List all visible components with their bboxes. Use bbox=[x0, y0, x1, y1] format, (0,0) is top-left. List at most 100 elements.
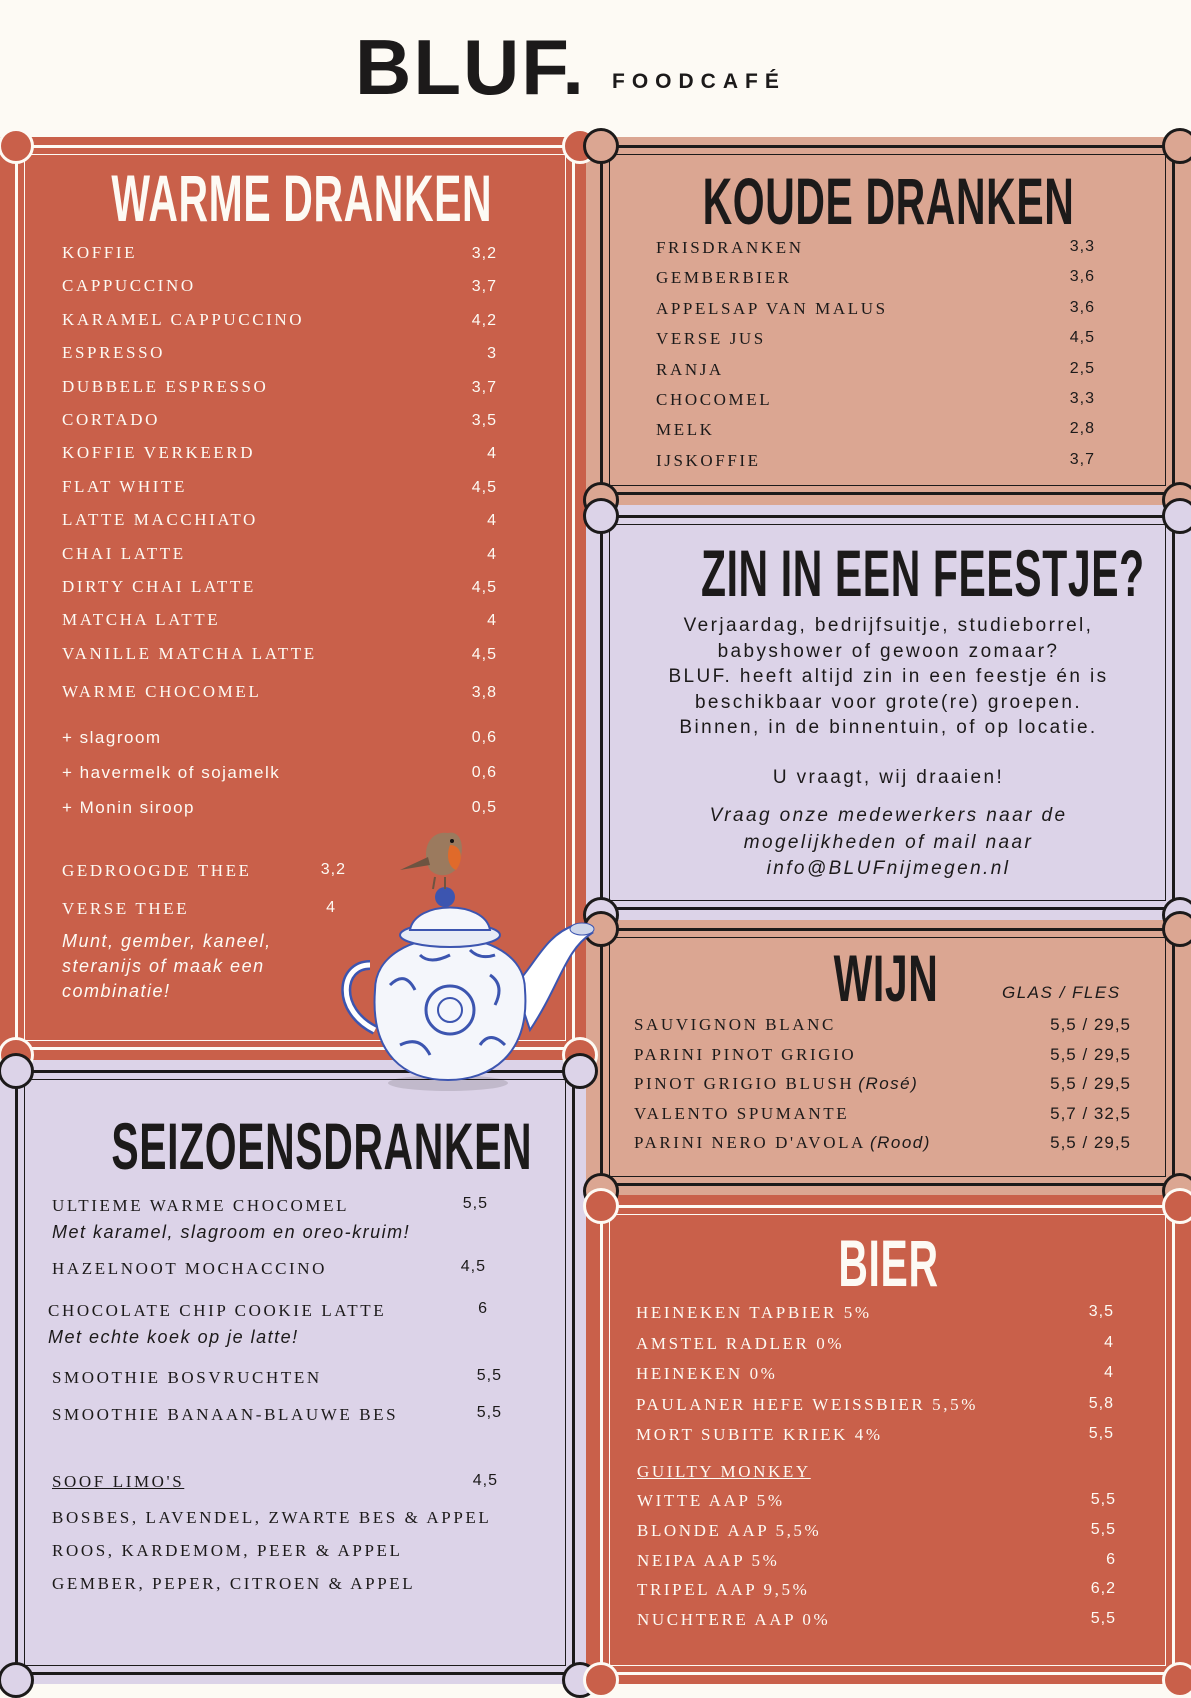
wine-price: 5,7 / 32,5 bbox=[1050, 1103, 1131, 1123]
frame-corner bbox=[583, 498, 619, 534]
beer-group-label: GUILTY MONKEY bbox=[637, 1462, 811, 1481]
beer-name: NUCHTERE AAP 0% bbox=[637, 1610, 831, 1630]
soof-limo-label: SOOF LIMO'S bbox=[52, 1472, 185, 1491]
seasonal-item-price: 4,5 bbox=[460, 1258, 486, 1275]
feest-contact: mogelijkheden of mail naar bbox=[743, 831, 1034, 853]
beer-name: AMSTEL RADLER 0% bbox=[636, 1333, 845, 1353]
wine-name: PARINI NERO D'AVOLA (Rood) bbox=[634, 1133, 931, 1152]
menu-item-name: IJSKOFFIE bbox=[656, 450, 761, 470]
menu-item-name: MATCHA LATTE bbox=[62, 610, 221, 630]
feest-line: babyshower of gewoon zomaar? bbox=[717, 640, 1060, 662]
menu-item-price: 4,5 bbox=[471, 478, 497, 496]
wine-price: 5,5 / 29,5 bbox=[1050, 1074, 1131, 1093]
menu-item-price: 4,5 bbox=[1069, 329, 1095, 347]
seizoen-title: SEIZOENSDRANKEN bbox=[111, 1109, 533, 1183]
feest-tagline: U vraagt, wij draaien! bbox=[772, 767, 1005, 788]
frame-corner bbox=[0, 1662, 34, 1698]
wine-name: VALENTO SPUMANTE bbox=[634, 1103, 850, 1123]
menu-item-price: 4 bbox=[487, 445, 497, 463]
frame-inner-border bbox=[609, 154, 1166, 486]
warme-frame bbox=[0, 128, 598, 1073]
wine-name: PINOT GRIGIO BLUSH (Rosé) bbox=[634, 1074, 919, 1093]
menu-item-name: KARAMEL CAPPUCCINO bbox=[62, 309, 305, 329]
menu-item-price: 3,7 bbox=[471, 378, 497, 396]
seasonal-item-note: Met karamel, slagroom en oreo-kruim! bbox=[52, 1222, 411, 1242]
beer-name: MORT SUBITE KRIEK 4% bbox=[636, 1425, 883, 1445]
menu-item-name: RANJA bbox=[656, 359, 724, 379]
frame-corner bbox=[1162, 1662, 1191, 1698]
feest-line: beschikbaar voor grote(re) groepen. bbox=[694, 691, 1083, 713]
menu-item-price: 2,8 bbox=[1069, 420, 1095, 438]
beer-price: 4 bbox=[1104, 1333, 1114, 1351]
extra-item-name: + havermelk of sojamelk bbox=[62, 763, 281, 782]
feest-line: Verjaardag, bedrijfsuitje, studieborrel, bbox=[683, 615, 1094, 636]
beer-name: WITTE AAP 5% bbox=[637, 1491, 785, 1510]
bier-bg bbox=[586, 1195, 1191, 1684]
beer-price: 5,5 bbox=[1090, 1520, 1116, 1538]
seizoen-bg bbox=[0, 1060, 586, 1684]
menu-item-price: 3,6 bbox=[1069, 268, 1095, 286]
seasonal-item-note: Met echte koek op je latte! bbox=[48, 1327, 299, 1347]
logo: BLUF. bbox=[355, 23, 586, 111]
menu-item-name: WARME CHOCOMEL bbox=[62, 682, 262, 702]
menu-item-name: LATTE MACCHIATO bbox=[62, 510, 258, 530]
menu-item-price: 4,5 bbox=[471, 579, 497, 596]
frame-corner bbox=[0, 1053, 34, 1089]
menu-item-price: 3 bbox=[487, 345, 497, 363]
frame-corner bbox=[1162, 128, 1191, 164]
frame-inner-border bbox=[24, 154, 566, 1041]
menu-item-name: FLAT WHITE bbox=[62, 476, 188, 496]
frame-corner bbox=[583, 1188, 619, 1224]
wijn-bg bbox=[586, 920, 1191, 1195]
menu-item-name: GEMBERBIER bbox=[656, 268, 792, 288]
extra-item-name: + Monin siroop bbox=[62, 798, 195, 817]
beer-name: HEINEKEN 0% bbox=[636, 1364, 778, 1384]
seasonal-item-price: 5,5 bbox=[476, 1367, 502, 1384]
limo-flavour: GEMBER, PEPER, CITROEN & APPEL bbox=[52, 1574, 416, 1593]
menu-item-price: 3,5 bbox=[471, 412, 497, 429]
beer-price: 5,5 bbox=[1088, 1425, 1114, 1443]
menu-item-name: VANILLE MATCHA LATTE bbox=[62, 643, 317, 663]
menu-item-name: DIRTY CHAI LATTE bbox=[62, 577, 256, 596]
extra-item-price: 0,5 bbox=[471, 799, 497, 816]
tea-item-price: 4 bbox=[326, 899, 336, 916]
warme-bg bbox=[0, 137, 586, 1060]
beer-price: 5,5 bbox=[1090, 1610, 1116, 1628]
menu-item-price: 4 bbox=[487, 545, 497, 563]
tea-note: Munt, gember, kaneel, bbox=[62, 931, 272, 951]
wijn-column-header: GLAS / FLES bbox=[1002, 983, 1121, 1002]
menu-item-price: 4 bbox=[487, 512, 497, 530]
menu-item-name: VERSE JUS bbox=[656, 329, 766, 349]
menu-item-name: CHAI LATTE bbox=[62, 543, 186, 563]
frame-corner bbox=[562, 1053, 598, 1089]
wine-type: (Rood) bbox=[869, 1133, 931, 1152]
menu-item-name: APPELSAP VAN MALUS bbox=[656, 298, 888, 318]
wijn-title: WIJN bbox=[833, 941, 939, 1015]
feest-line: BLUF. heeft altijd zin in een feestje én… bbox=[668, 666, 1109, 687]
frame-corner bbox=[583, 1662, 619, 1698]
seasonal-item-name: HAZELNOOT MOCHACCINO bbox=[52, 1259, 328, 1278]
seasonal-item-price: 5,5 bbox=[476, 1404, 502, 1421]
seasonal-item-name: SMOOTHIE BANAAN-BLAUWE BES bbox=[52, 1405, 399, 1424]
feest-line: Binnen, in de binnentuin, of op locatie. bbox=[679, 717, 1098, 738]
menu-item-price: 3,3 bbox=[1069, 238, 1095, 255]
seasonal-item-name: ULTIEME WARME CHOCOMEL bbox=[52, 1196, 350, 1215]
menu-item-price: 3,8 bbox=[471, 684, 497, 702]
menu-item-price: 3,2 bbox=[471, 245, 497, 262]
tea-note: combinatie! bbox=[62, 981, 171, 1001]
frame-corner bbox=[583, 128, 619, 164]
koude-title: KOUDE DRANKEN bbox=[702, 164, 1075, 238]
beer-price: 5,8 bbox=[1088, 1394, 1114, 1412]
beer-name: HEINEKEN TAPBIER 5% bbox=[636, 1303, 872, 1322]
tea-item-price: 3,2 bbox=[320, 861, 346, 878]
beer-price: 6 bbox=[1106, 1550, 1116, 1568]
beer-name: TRIPEL AAP 9,5% bbox=[637, 1580, 810, 1600]
tea-item-name: VERSE THEE bbox=[62, 899, 190, 918]
teapot-with-bird-illustration bbox=[341, 832, 595, 1091]
menu-item-price: 4 bbox=[487, 612, 497, 630]
logo-subtitle: FOODCAFÉ bbox=[612, 70, 786, 93]
frame-corner bbox=[1162, 911, 1191, 947]
menu-item-name: CAPPUCCINO bbox=[62, 276, 196, 296]
extra-item-name: + slagroom bbox=[62, 728, 162, 747]
menu-item-name: DUBBELE ESPRESSO bbox=[62, 376, 269, 396]
